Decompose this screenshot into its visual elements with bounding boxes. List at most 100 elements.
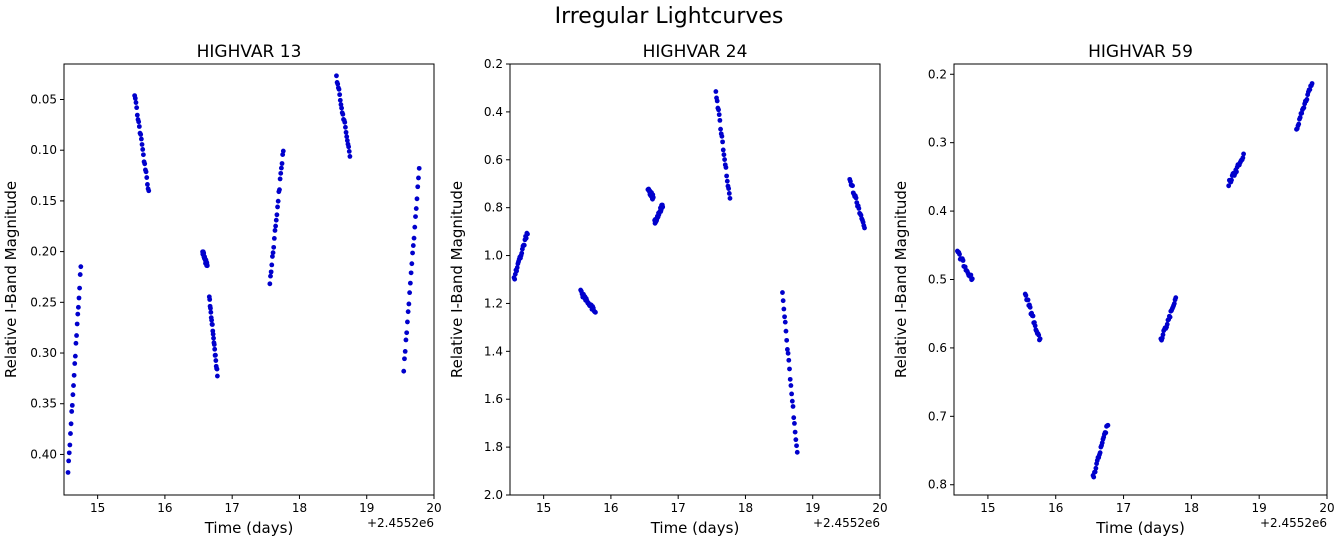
data-point [138, 132, 144, 137]
y-tick-label: 0.5 [928, 273, 947, 287]
data-point [405, 309, 411, 315]
data-point [68, 421, 74, 427]
data-point [722, 157, 727, 162]
data-point [77, 285, 83, 291]
data-point [278, 170, 284, 176]
data-point [413, 206, 419, 211]
data-point [1091, 474, 1097, 480]
x-tick-label: 19 [1252, 501, 1267, 515]
data-point [410, 250, 415, 256]
data-point [787, 376, 793, 382]
y-tick-label: 1.2 [484, 296, 503, 310]
data-point [335, 81, 341, 87]
data-point [1241, 151, 1246, 157]
y-tick-label: 0.20 [30, 245, 57, 259]
x-tick-label: 17 [1116, 501, 1131, 515]
data-point [208, 309, 214, 315]
data-point [66, 450, 72, 456]
data-point [1093, 465, 1099, 471]
data-point [136, 124, 142, 129]
x-tick-label: 15 [980, 501, 995, 515]
data-point [787, 366, 792, 372]
y-tick-label: 0.8 [928, 478, 947, 492]
data-point [140, 147, 146, 152]
data-point [792, 421, 797, 426]
data-point [214, 366, 220, 372]
data-point [1171, 301, 1177, 306]
data-point [268, 269, 274, 275]
data-point [78, 264, 84, 270]
y-tick-label: 0.3 [928, 136, 947, 150]
data-point [407, 290, 413, 296]
data-point [794, 449, 800, 455]
data-point [145, 182, 150, 187]
data-point [727, 195, 733, 201]
data-point [593, 309, 598, 315]
data-point [346, 148, 352, 154]
data-point [209, 322, 215, 327]
data-point [134, 112, 140, 118]
x-offset-label: +2.4552e6 [1260, 516, 1327, 530]
x-tick-label: 17 [671, 501, 686, 515]
data-point [957, 251, 962, 257]
x-tick-label: 20 [1319, 501, 1334, 515]
data-point [784, 337, 790, 343]
data-point [720, 139, 725, 145]
data-point [204, 263, 210, 269]
data-point [211, 335, 216, 341]
data-point [277, 187, 282, 193]
data-point [1030, 313, 1036, 319]
data-point [1103, 430, 1109, 436]
data-point [789, 391, 795, 397]
data-point [415, 184, 421, 190]
data-point [136, 119, 142, 125]
data-point [1025, 297, 1031, 303]
y-tick-label: 0.6 [484, 153, 503, 167]
data-point [280, 148, 286, 154]
data-point [411, 235, 417, 241]
y-tick-label: 1.6 [484, 392, 503, 406]
y-axis-label: Relative I-Band Magnitude [892, 181, 910, 378]
data-point [404, 330, 410, 336]
x-offset-label: +2.4552e6 [367, 516, 434, 530]
data-point [344, 138, 350, 143]
x-tick-label: 20 [872, 501, 887, 515]
data-point [71, 383, 76, 388]
data-point [406, 301, 412, 307]
data-point [74, 321, 80, 327]
data-point [405, 319, 410, 325]
data-point [724, 178, 730, 184]
y-axis-label: Relative I-Band Magnitude [448, 181, 466, 378]
data-point [791, 415, 797, 421]
data-point [402, 349, 408, 354]
y-tick-label: 0.10 [30, 143, 57, 157]
x-tick-label: 18 [1184, 501, 1199, 515]
y-tick-label: 0.4 [928, 204, 947, 218]
data-point [969, 276, 975, 282]
y-tick-label: 1.0 [484, 249, 503, 263]
data-point [340, 111, 346, 117]
data-point [412, 224, 418, 230]
y-tick-label: 0.05 [30, 92, 57, 106]
x-tick-label: 16 [157, 501, 172, 515]
x-axis-label: Time (days) [650, 519, 740, 537]
data-point [270, 250, 276, 256]
data-point [336, 86, 342, 92]
data-point [782, 314, 787, 320]
data-point [75, 311, 81, 317]
data-point [75, 304, 81, 310]
data-point [279, 161, 285, 166]
y-axis-label: Relative I-Band Magnitude [2, 181, 20, 378]
data-point [409, 261, 415, 267]
data-point [726, 191, 732, 196]
data-point [208, 305, 213, 311]
data-point [850, 183, 855, 189]
data-point [714, 98, 720, 104]
x-offset-label: +2.4552e6 [813, 516, 880, 530]
data-point [209, 317, 215, 323]
data-point [960, 258, 966, 263]
data-point [781, 306, 787, 312]
plot-frame [509, 63, 881, 496]
data-point [277, 176, 283, 182]
y-tick-label: 0.4 [484, 105, 503, 119]
